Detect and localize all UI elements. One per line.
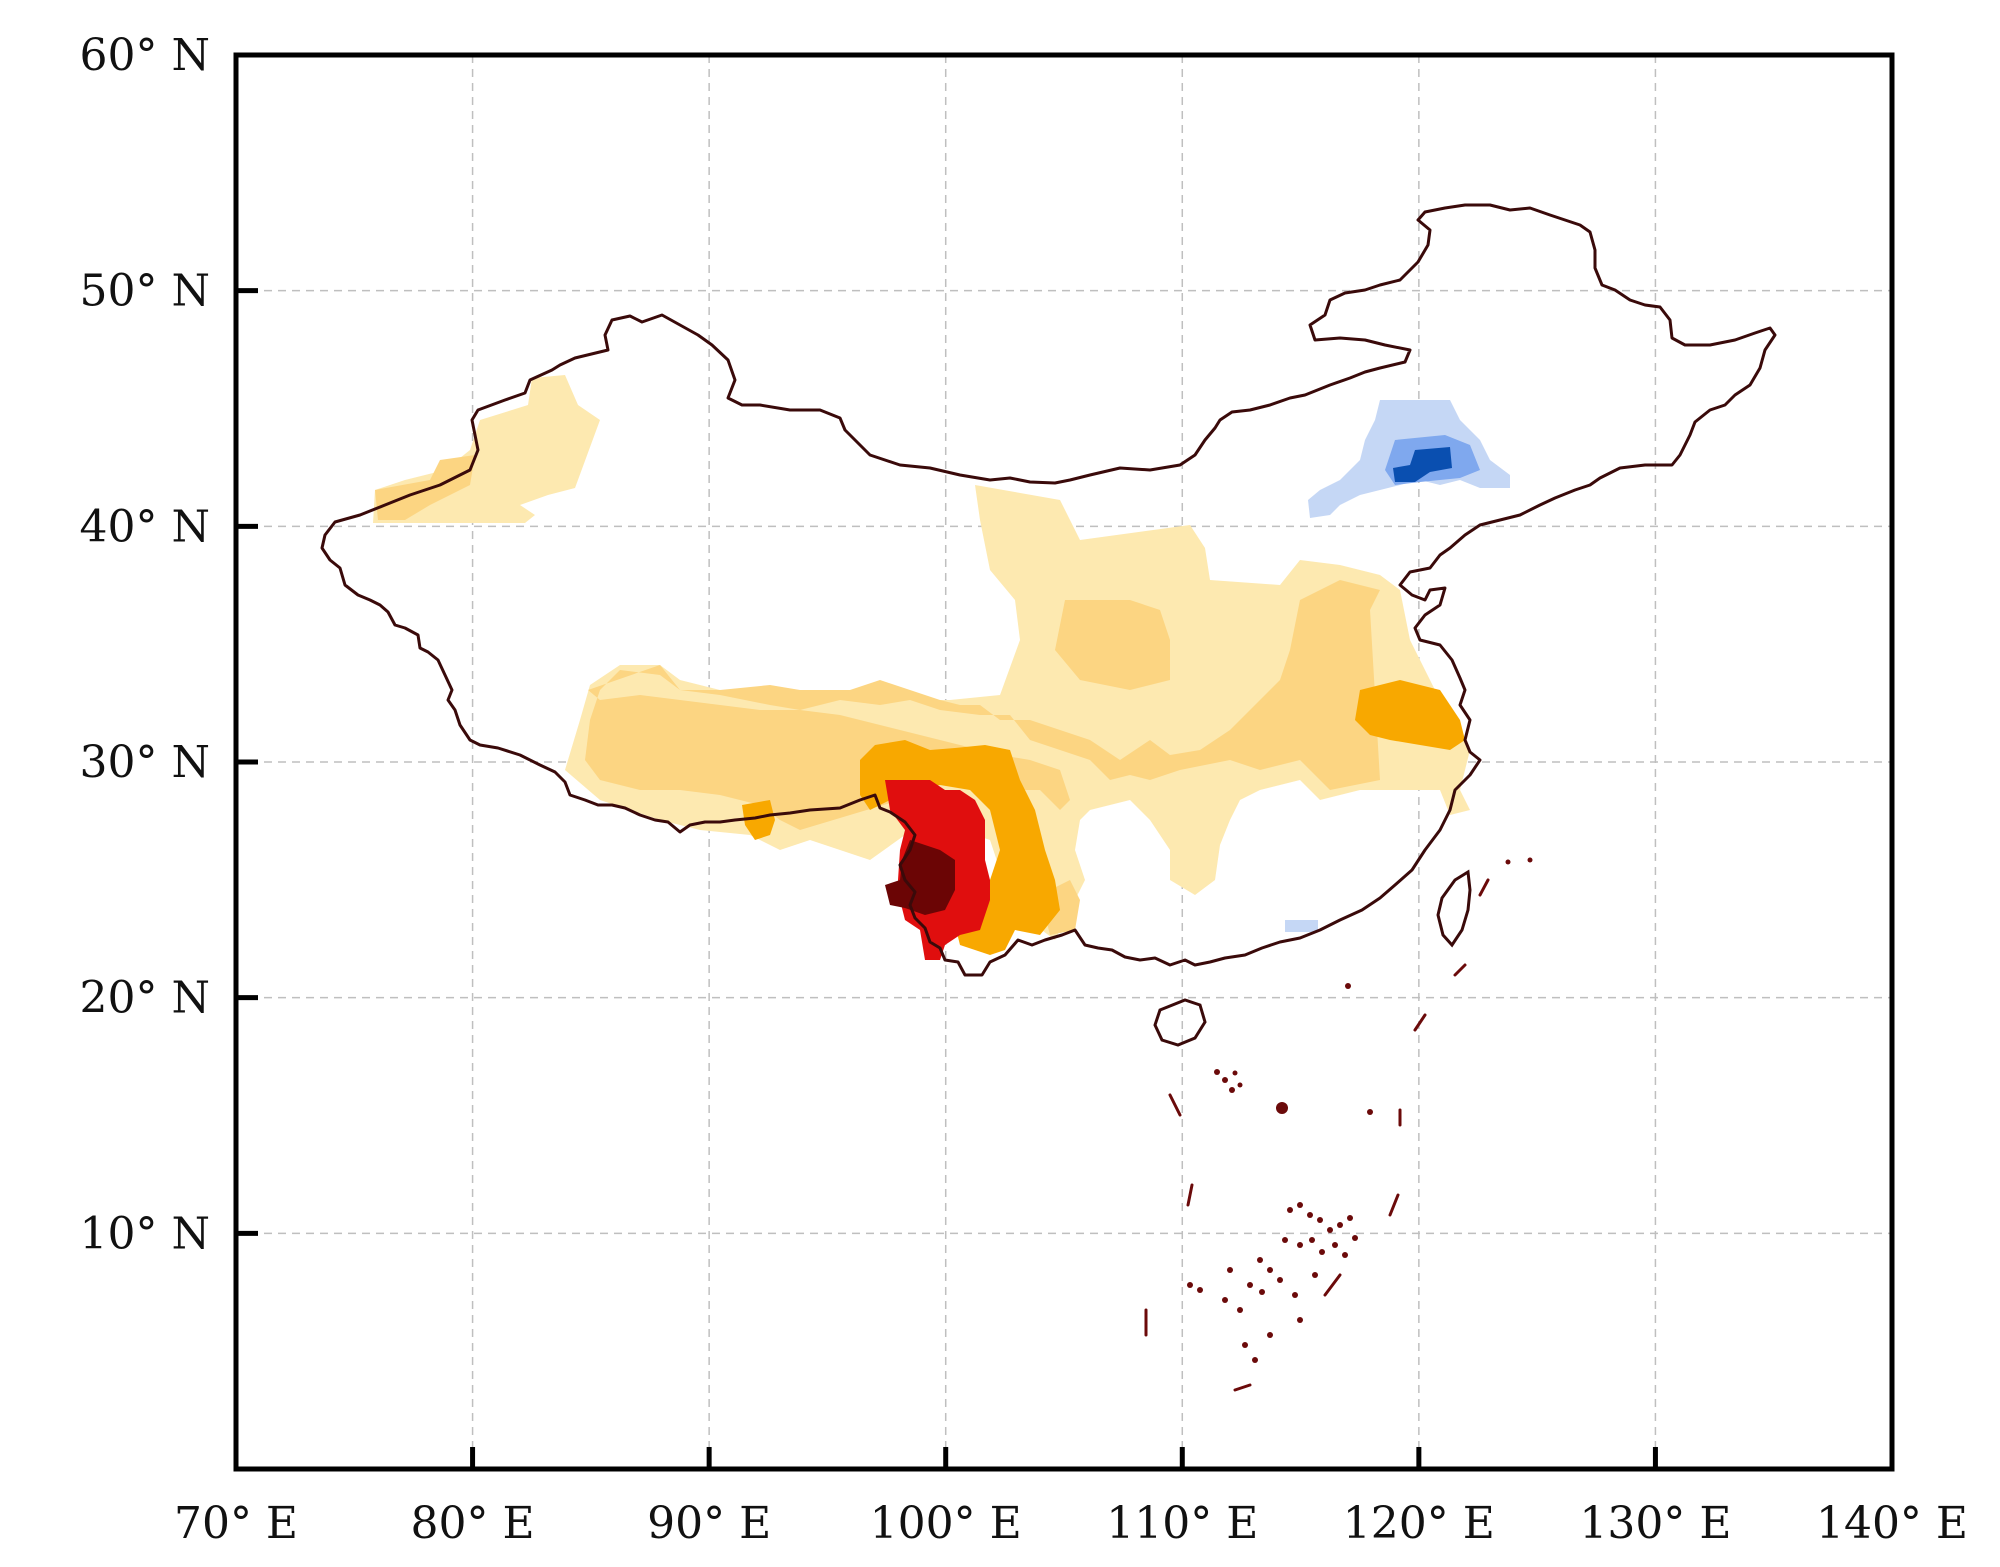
y-tick-label: 60° N (80, 30, 210, 81)
x-tick-label: 70° E (174, 1498, 298, 1549)
hainan-island-outline (1153, 998, 1207, 1047)
x-tick-label: 110° E (1106, 1498, 1258, 1549)
y-tick-label: 30° N (80, 737, 210, 788)
china-border-outline (320, 203, 1777, 977)
south-china-sea-dash-lines (1144, 878, 1490, 1392)
anomaly-shading-dark-blue (1393, 447, 1452, 482)
x-tick-label: 120° E (1343, 1498, 1495, 1549)
anomaly-shading-orange (742, 680, 1465, 955)
x-tick-label: 90° E (647, 1498, 771, 1549)
x-tick-label: 130° E (1579, 1498, 1731, 1549)
y-tick-label: 50° N (80, 266, 210, 317)
x-tick-label: 100° E (870, 1498, 1022, 1549)
axis-tick-labels: 70° E 80° E 90° E 100° E 110° E 120° E 130° E 1… (80, 30, 1969, 1549)
taiwan-island-outline (1436, 869, 1472, 948)
x-tick-label: 140° E (1816, 1498, 1968, 1549)
axis-ticks (236, 288, 1658, 1469)
island-dots (1187, 857, 1533, 1363)
y-tick-label: 40° N (80, 501, 210, 552)
x-tick-label: 80° E (411, 1498, 535, 1549)
y-tick-label: 10° N (80, 1208, 210, 1259)
y-tick-label: 20° N (80, 973, 210, 1024)
